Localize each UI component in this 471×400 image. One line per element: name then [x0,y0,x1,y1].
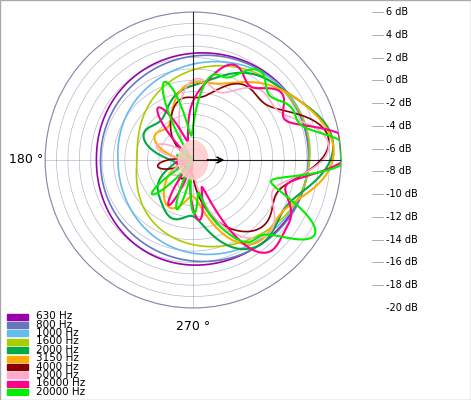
Text: -12 dB: -12 dB [386,212,418,222]
Bar [7,372,27,378]
Text: -16 dB: -16 dB [386,258,418,268]
Text: -8 dB: -8 dB [386,166,412,176]
Bar [7,322,27,328]
Text: 4000 Hz: 4000 Hz [36,362,78,372]
Text: -4 dB: -4 dB [386,121,412,131]
Text: 4 dB: 4 dB [386,30,408,40]
Bar [7,339,27,345]
Text: 5000 Hz: 5000 Hz [36,370,78,380]
Bar [7,364,27,370]
Text: 3150 Hz: 3150 Hz [36,353,79,363]
Text: 1600 Hz: 1600 Hz [36,336,79,346]
Bar [7,314,27,320]
Bar [7,356,27,362]
Bar [7,381,27,387]
Text: 16000 Hz: 16000 Hz [36,378,85,388]
Text: -18 dB: -18 dB [386,280,418,290]
Text: -20 dB: -20 dB [386,303,418,313]
Text: 1000 Hz: 1000 Hz [36,328,78,338]
Text: 20000 Hz: 20000 Hz [36,387,85,397]
Text: 630 Hz: 630 Hz [36,311,72,321]
Text: -6 dB: -6 dB [386,144,412,154]
Text: 6 dB: 6 dB [386,7,408,17]
Bar [7,347,27,353]
Text: -14 dB: -14 dB [386,235,418,245]
Text: 2000 Hz: 2000 Hz [36,345,78,355]
Ellipse shape [179,141,208,179]
Text: 800 Hz: 800 Hz [36,320,72,330]
Text: 2 dB: 2 dB [386,52,408,62]
Text: -2 dB: -2 dB [386,98,412,108]
Bar [7,330,27,336]
Text: 0 dB: 0 dB [386,75,408,85]
Text: -10 dB: -10 dB [386,189,418,199]
Bar [7,389,27,395]
